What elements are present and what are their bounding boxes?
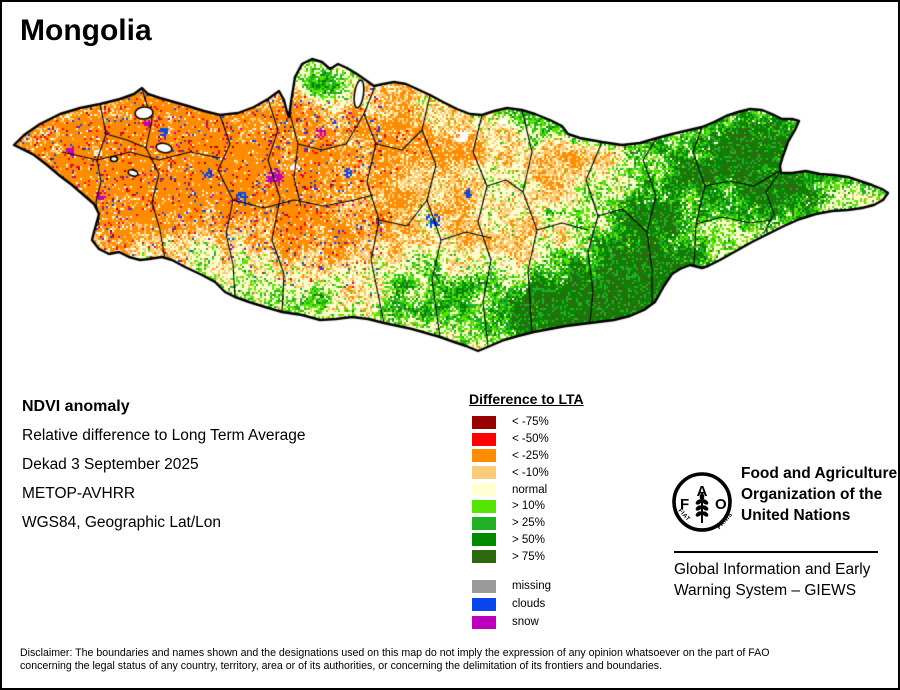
- legend-row-label: < -25%: [512, 449, 549, 462]
- legend-row: > 50%: [469, 532, 584, 549]
- legend-row: > 75%: [469, 548, 584, 565]
- fao-logo: F A O FIAT PANIS: [672, 472, 734, 532]
- fao-logo-letter-f: F: [680, 496, 689, 513]
- legend-title: Difference to LTA: [469, 391, 584, 407]
- info-line-sensor: METOP-AVHRR: [22, 485, 136, 502]
- legend-row: < -10%: [469, 464, 584, 481]
- info-heading: NDVI anomaly: [22, 398, 130, 415]
- legend-row: > 10%: [469, 498, 584, 515]
- legend-row: missing: [469, 577, 584, 595]
- legend-swatch: [472, 449, 496, 463]
- giews-label: Global Information and Early Warning Sys…: [674, 559, 870, 601]
- legend-swatch: [472, 432, 496, 446]
- legend-row: < -25%: [469, 448, 584, 465]
- fao-logo-letter-a: A: [697, 483, 708, 500]
- legend-swatch: [472, 483, 496, 497]
- disclaimer-line: concerning the legal status of any count…: [20, 660, 663, 672]
- legend-row: < -50%: [469, 431, 584, 448]
- giews-line: Warning System – GIEWS: [674, 582, 857, 599]
- legend-row-label: normal: [512, 483, 548, 496]
- info-line-dekad: Dekad 3 September 2025: [22, 456, 199, 473]
- legend-items: < -75% < -50% < -25% < -10% normal > 10% > 25%…: [469, 414, 584, 565]
- legend-row-label: < -50%: [512, 433, 549, 446]
- legend-row-label: clouds: [512, 598, 546, 611]
- legend-swatch: [472, 466, 496, 480]
- fao-org-name: Food and Agriculture Organization of the…: [741, 463, 897, 526]
- legend-swatch: [472, 516, 496, 530]
- legend-row-label: > 25%: [512, 517, 545, 530]
- wheat-ear-icon: [695, 493, 709, 523]
- legend-row: clouds: [469, 595, 584, 613]
- legend: Difference to LTA < -75% < -50% < -25% < -1…: [469, 391, 584, 631]
- legend-swatch: [472, 499, 496, 513]
- legend-row-label: > 75%: [512, 550, 545, 563]
- fao-org-line: United Nations: [741, 507, 851, 524]
- legend-row-label: > 50%: [512, 533, 545, 546]
- legend-extra-items: missing clouds snow: [469, 577, 584, 631]
- disclaimer-line: Disclaimer: The boundaries and names sho…: [20, 647, 770, 659]
- fao-org-line: Organization of the: [741, 486, 883, 503]
- legend-swatch: [472, 533, 496, 547]
- legend-row-label: < -75%: [512, 416, 549, 429]
- legend-swatch: [472, 579, 496, 593]
- legend-row: snow: [469, 613, 584, 631]
- legend-row-label: snow: [512, 616, 539, 629]
- disclaimer-text: Disclaimer: The boundaries and names sho…: [20, 647, 769, 673]
- legend-swatch: [472, 615, 496, 629]
- legend-row-label: missing: [512, 580, 551, 593]
- map-info-block: NDVI anomaly Relative difference to Long…: [22, 398, 306, 544]
- legend-row: normal: [469, 481, 584, 498]
- fao-org-line: Food and Agriculture: [741, 465, 898, 482]
- info-line-projection: WGS84, Geographic Lat/Lon: [22, 514, 222, 531]
- legend-row: < -75%: [469, 414, 584, 431]
- legend-row-label: < -10%: [512, 466, 549, 479]
- legend-row-label: > 10%: [512, 500, 545, 513]
- fao-logo-letter-o: O: [715, 496, 727, 513]
- page-title: Mongolia: [20, 14, 152, 47]
- legend-swatch: [472, 597, 496, 611]
- giews-line: Global Information and Early: [674, 561, 871, 578]
- legend-swatch: [472, 415, 496, 429]
- fao-separator-line: [674, 551, 878, 553]
- info-line-description: Relative difference to Long Term Average: [22, 427, 306, 444]
- legend-gap: [469, 565, 584, 577]
- legend-swatch: [472, 550, 496, 564]
- legend-row: > 25%: [469, 515, 584, 532]
